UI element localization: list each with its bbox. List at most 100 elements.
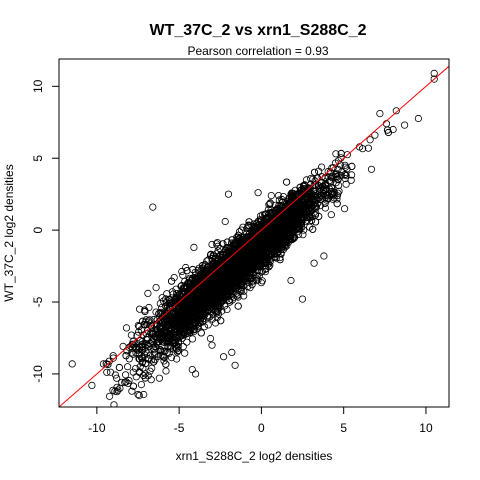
data-point bbox=[283, 210, 291, 218]
data-point bbox=[225, 284, 233, 293]
data-point bbox=[174, 339, 182, 347]
data-point bbox=[217, 289, 225, 297]
data-point bbox=[129, 350, 137, 358]
data-point bbox=[174, 309, 182, 317]
data-point bbox=[189, 265, 197, 274]
data-point bbox=[230, 285, 238, 293]
data-point bbox=[183, 338, 191, 346]
data-point bbox=[157, 346, 165, 354]
data-point bbox=[341, 174, 349, 183]
data-point bbox=[302, 208, 310, 217]
data-point bbox=[189, 292, 197, 300]
data-point bbox=[129, 382, 137, 390]
data-point bbox=[306, 188, 314, 196]
data-point bbox=[198, 261, 207, 270]
data-point bbox=[366, 136, 374, 144]
data-point bbox=[414, 114, 422, 123]
data-point bbox=[297, 192, 305, 200]
chart-title: WT_37C_2 vs xrn1_S288C_2 bbox=[149, 22, 366, 39]
data-point bbox=[202, 269, 210, 278]
data-point bbox=[201, 291, 209, 299]
data-point bbox=[289, 234, 298, 243]
data-point bbox=[174, 347, 182, 355]
data-point bbox=[213, 239, 221, 247]
data-point bbox=[135, 355, 143, 363]
data-point bbox=[134, 328, 143, 336]
data-point bbox=[211, 281, 219, 289]
data-point bbox=[238, 283, 246, 291]
data-point bbox=[333, 170, 341, 178]
data-point bbox=[140, 390, 148, 399]
data-point bbox=[244, 223, 252, 231]
data-point bbox=[196, 316, 204, 325]
data-point bbox=[334, 157, 343, 165]
data-point bbox=[260, 245, 268, 253]
data-point bbox=[217, 279, 225, 288]
data-point bbox=[302, 213, 310, 221]
data-point bbox=[234, 231, 242, 239]
data-point bbox=[315, 212, 323, 220]
data-point bbox=[132, 345, 140, 353]
data-point bbox=[201, 275, 209, 283]
data-point bbox=[228, 236, 236, 244]
data-point bbox=[197, 329, 205, 337]
data-point bbox=[317, 196, 325, 204]
data-point bbox=[275, 196, 283, 204]
data-point bbox=[321, 193, 329, 201]
data-point bbox=[259, 223, 268, 231]
data-point bbox=[229, 255, 237, 263]
data-point bbox=[272, 254, 280, 262]
data-point bbox=[244, 247, 252, 255]
data-point bbox=[266, 225, 274, 233]
data-point bbox=[268, 238, 276, 246]
data-point bbox=[175, 290, 184, 298]
data-point bbox=[261, 221, 269, 229]
data-point bbox=[245, 218, 253, 226]
data-point bbox=[261, 268, 269, 276]
data-point bbox=[214, 307, 222, 315]
data-point bbox=[208, 254, 216, 263]
data-point bbox=[367, 165, 376, 173]
data-point bbox=[279, 219, 287, 228]
data-point bbox=[218, 284, 227, 292]
data-point bbox=[278, 239, 286, 247]
data-point bbox=[329, 164, 337, 172]
data-point bbox=[217, 317, 225, 325]
data-point bbox=[311, 181, 319, 189]
data-point bbox=[148, 356, 156, 364]
data-point bbox=[340, 205, 349, 213]
data-point bbox=[145, 303, 153, 312]
chart-subtitle: Pearson correlation = 0.93 bbox=[187, 44, 328, 58]
data-point bbox=[159, 319, 167, 327]
data-point bbox=[115, 363, 124, 372]
data-point bbox=[142, 359, 150, 367]
data-point bbox=[281, 217, 289, 225]
data-point bbox=[340, 171, 349, 179]
data-point bbox=[240, 292, 248, 300]
data-point bbox=[332, 179, 340, 187]
data-point bbox=[216, 267, 224, 275]
data-point bbox=[230, 259, 238, 268]
data-point bbox=[314, 167, 323, 175]
data-point bbox=[286, 234, 294, 242]
data-point bbox=[295, 198, 303, 206]
data-point bbox=[327, 211, 335, 219]
data-point bbox=[292, 208, 301, 217]
data-point bbox=[242, 272, 250, 281]
data-point bbox=[109, 352, 117, 360]
data-point bbox=[134, 346, 142, 354]
data-point bbox=[140, 371, 148, 380]
data-point bbox=[288, 210, 296, 218]
data-point bbox=[310, 168, 319, 176]
data-point bbox=[183, 326, 191, 334]
data-point bbox=[161, 332, 169, 340]
data-point bbox=[128, 349, 136, 357]
data-point bbox=[236, 258, 244, 266]
data-point bbox=[341, 161, 349, 169]
data-point bbox=[153, 316, 161, 324]
data-point bbox=[186, 317, 194, 326]
data-point bbox=[212, 268, 220, 276]
data-point bbox=[224, 244, 232, 252]
data-point bbox=[271, 219, 279, 227]
data-point bbox=[262, 243, 270, 251]
